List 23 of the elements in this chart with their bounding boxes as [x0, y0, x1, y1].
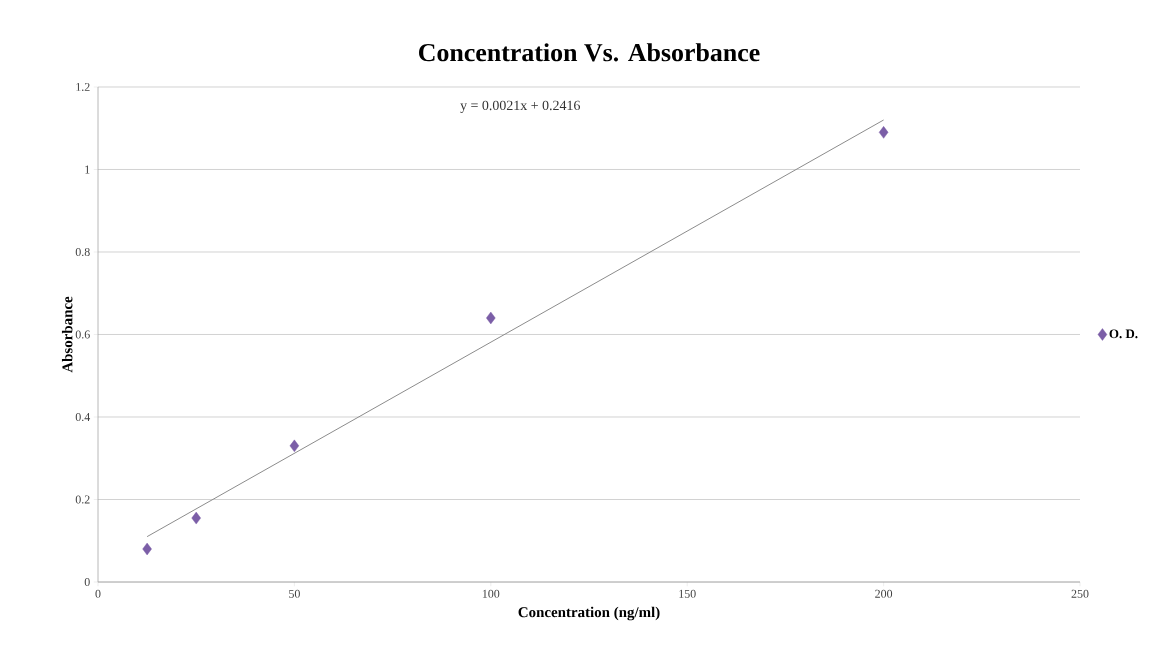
x-tick-label: 150	[679, 589, 696, 598]
point	[142, 542, 152, 556]
x-tick-label: 0	[95, 589, 101, 598]
y-tick-label: 0.4	[75, 412, 91, 422]
x-axis-title: Concentration (ng/ml)	[518, 606, 660, 621]
chart-title: Concentration Vs. Absorbance	[419, 43, 760, 62]
annotation: y = 0.0021x + 0.2416	[460, 100, 581, 113]
y-tick-label: 1.2	[76, 82, 90, 92]
point	[289, 439, 300, 453]
point	[486, 311, 496, 325]
y-tick-label: 0.2	[75, 495, 90, 504]
point	[191, 511, 201, 525]
x-tick-label: 50	[289, 589, 300, 598]
x-tick-label: 200	[875, 589, 893, 598]
y-tick-label: 1	[85, 165, 90, 174]
y-tick-label: 0	[84, 577, 90, 587]
y-tick-label: 0.8	[75, 247, 90, 257]
x-tick-label: 100	[482, 589, 500, 598]
x-tick-label: 250	[1071, 589, 1089, 598]
y-axis-title: Absorbance	[61, 296, 73, 373]
point	[878, 126, 889, 139]
y-tick-label: 0.6	[75, 330, 90, 339]
legend-label: O. D.	[1109, 329, 1138, 339]
